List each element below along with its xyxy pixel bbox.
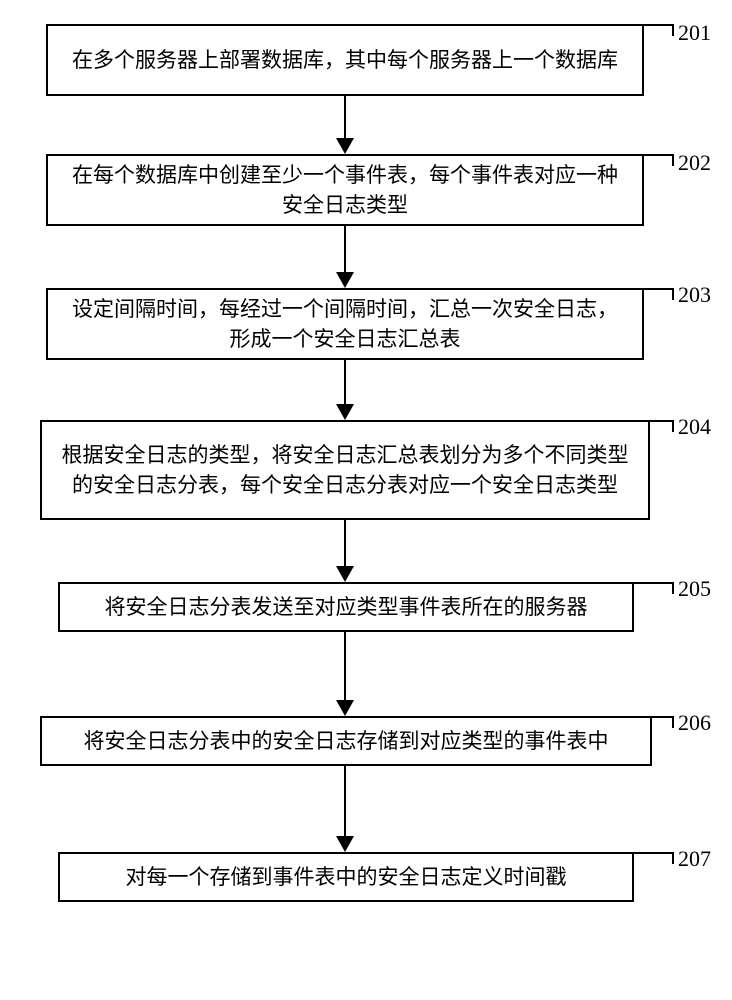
step-label-204: 204: [678, 414, 711, 440]
flow-node-202: 在每个数据库中创建至少一个事件表，每个事件表对应一种安全日志类型: [46, 154, 644, 226]
step-label-206: 206: [678, 710, 711, 736]
node-text: 在多个服务器上部署数据库，其中每个服务器上一个数据库: [72, 45, 618, 75]
node-text: 将安全日志分表中的安全日志存储到对应类型的事件表中: [84, 726, 609, 756]
node-text: 对每一个存储到事件表中的安全日志定义时间戳: [126, 862, 567, 892]
flow-node-207: 对每一个存储到事件表中的安全日志定义时间戳: [58, 852, 634, 902]
leader-line: [630, 582, 674, 594]
leader-line: [630, 852, 674, 864]
flow-node-201: 在多个服务器上部署数据库，其中每个服务器上一个数据库: [46, 24, 644, 96]
flow-arrow: [336, 766, 354, 852]
leader-line: [640, 154, 674, 166]
step-label-205: 205: [678, 576, 711, 602]
leader-line: [640, 24, 674, 36]
step-label-202: 202: [678, 150, 711, 176]
flow-arrow: [336, 360, 354, 420]
flow-node-203: 设定间隔时间，每经过一个间隔时间，汇总一次安全日志，形成一个安全日志汇总表: [46, 288, 644, 360]
step-label-207: 207: [678, 846, 711, 872]
flow-node-205: 将安全日志分表发送至对应类型事件表所在的服务器: [58, 582, 634, 632]
flow-arrow: [336, 520, 354, 582]
leader-line: [640, 288, 674, 300]
flow-node-204: 根据安全日志的类型，将安全日志汇总表划分为多个不同类型的安全日志分表，每个安全日…: [40, 420, 650, 520]
flow-node-206: 将安全日志分表中的安全日志存储到对应类型的事件表中: [40, 716, 652, 766]
flow-arrow: [336, 96, 354, 154]
leader-line: [646, 420, 674, 432]
step-label-203: 203: [678, 282, 711, 308]
step-label-201: 201: [678, 20, 711, 46]
flow-arrow: [336, 632, 354, 716]
flowchart-container: 在多个服务器上部署数据库，其中每个服务器上一个数据库 在每个数据库中创建至少一个…: [0, 0, 732, 1000]
leader-line: [648, 716, 674, 728]
node-text: 将安全日志分表发送至对应类型事件表所在的服务器: [105, 592, 588, 622]
node-text: 在每个数据库中创建至少一个事件表，每个事件表对应一种安全日志类型: [62, 160, 628, 221]
flow-arrow: [336, 226, 354, 288]
node-text: 根据安全日志的类型，将安全日志汇总表划分为多个不同类型的安全日志分表，每个安全日…: [56, 440, 634, 501]
node-text: 设定间隔时间，每经过一个间隔时间，汇总一次安全日志，形成一个安全日志汇总表: [62, 294, 628, 355]
